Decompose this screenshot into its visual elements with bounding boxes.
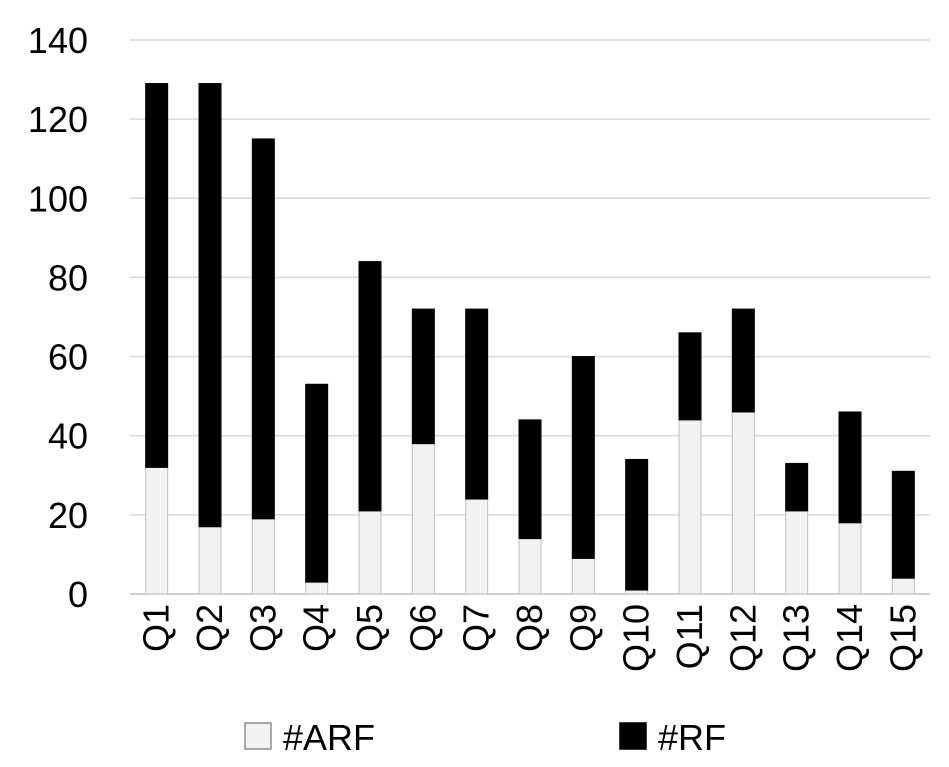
- bar-q12-arf: [731, 411, 755, 595]
- bar-q1-rf: [145, 83, 169, 468]
- y-tick-label-0: 0: [68, 574, 88, 615]
- y-tick-label-120: 120: [28, 99, 88, 140]
- bar-q3-arf: [251, 518, 275, 595]
- x-tick-label-q1: Q1: [136, 604, 177, 652]
- x-tick-label-q14: Q14: [829, 604, 870, 672]
- y-tick-label-140: 140: [28, 20, 88, 61]
- bar-q11-arf: [678, 419, 702, 595]
- bar-q8-rf: [518, 419, 542, 540]
- bar-q10-rf: [625, 458, 649, 591]
- bar-q6-arf: [411, 443, 435, 595]
- bar-q15-rf: [891, 470, 915, 579]
- bar-q7-arf: [465, 498, 489, 595]
- bar-q2-arf: [198, 526, 222, 595]
- y-tick-label-100: 100: [28, 178, 88, 219]
- x-tick-label-q2: Q2: [189, 604, 230, 652]
- x-tick-label-q3: Q3: [242, 604, 283, 652]
- x-tick-label-q7: Q7: [456, 604, 497, 652]
- bar-q2-rf: [198, 83, 222, 528]
- x-axis-tick-labels: Q1 Q2 Q3 Q4 Q5 Q6 Q7 Q8 Q9 Q10 Q11 Q12 Q13 Q14 Q15: [136, 604, 924, 672]
- x-tick-label-q11: Q11: [669, 604, 710, 669]
- bar-q10-arf: [625, 589, 649, 595]
- legend-swatch-arf: [244, 722, 272, 750]
- legend-label-rf: #RF: [658, 717, 726, 758]
- bar-q9-arf: [571, 557, 595, 595]
- y-tick-label-40: 40: [48, 416, 88, 457]
- y-tick-label-60: 60: [48, 337, 88, 378]
- bar-q5-arf: [358, 510, 382, 595]
- bar-q7-rf: [465, 308, 489, 500]
- bar-q14-rf: [838, 411, 862, 524]
- y-axis-tick-labels: 0 20 40 60 80 100 120 140: [28, 20, 88, 615]
- bar-q5-rf: [358, 261, 382, 512]
- x-tick-label-q8: Q8: [509, 604, 550, 652]
- x-tick-label-q12: Q12: [722, 604, 763, 672]
- bar-q8-arf: [518, 538, 542, 595]
- x-tick-label-q5: Q5: [349, 604, 390, 652]
- legend-label-arf: #ARF: [283, 717, 375, 758]
- legend: #ARF #RF: [244, 717, 726, 758]
- x-tick-label-q9: Q9: [562, 604, 603, 652]
- x-tick-label-q10: Q10: [616, 604, 657, 672]
- bar-q3-rf: [251, 138, 275, 520]
- x-tick-label-q4: Q4: [296, 604, 337, 652]
- bar-q4-arf: [305, 581, 329, 595]
- y-tick-label-80: 80: [48, 257, 88, 298]
- x-tick-label-q13: Q13: [776, 604, 817, 672]
- bar-q14-arf: [838, 522, 862, 595]
- x-tick-label-q15: Q15: [882, 604, 923, 672]
- bar-q12-rf: [731, 308, 755, 413]
- y-tick-label-20: 20: [48, 495, 88, 536]
- bar-q13-rf: [785, 462, 809, 512]
- legend-swatch-rf: [619, 722, 647, 750]
- bar-q13-arf: [785, 510, 809, 595]
- x-tick-label-q6: Q6: [402, 604, 443, 652]
- bar-q6-rf: [411, 308, 435, 445]
- bar-q15-arf: [891, 577, 915, 595]
- bar-q11-rf: [678, 332, 702, 421]
- bar-q4-rf: [305, 383, 329, 583]
- bars: [145, 83, 915, 595]
- bar-q1-arf: [145, 466, 169, 595]
- bar-q9-rf: [571, 356, 595, 559]
